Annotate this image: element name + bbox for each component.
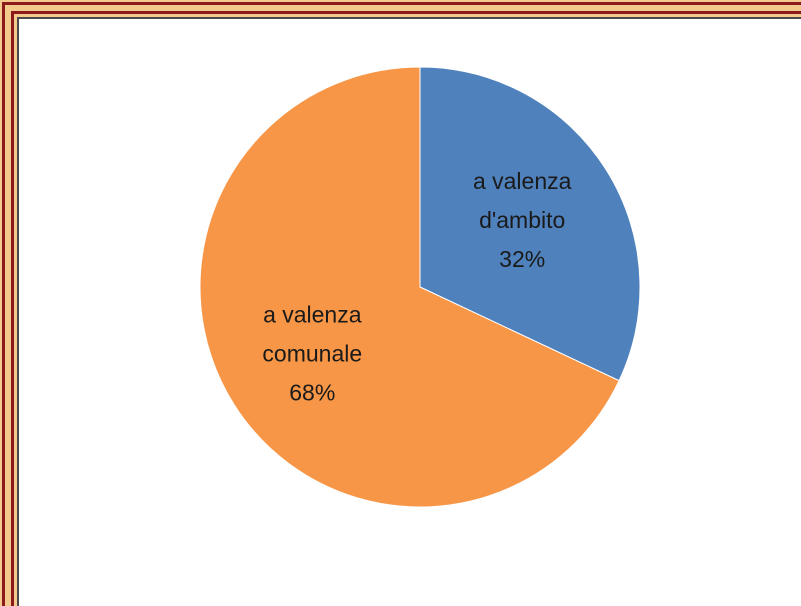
- pie-data-label-1-line-2: d'ambito: [479, 207, 565, 233]
- pie-data-label-2-line-2: comunale: [262, 340, 362, 366]
- pie-data-label-1-line-1: a valenza: [473, 168, 572, 194]
- pie-data-labels: a valenza d'ambito 32% a valenza comunale 68%: [262, 168, 571, 405]
- pie-slices: [199, 66, 641, 508]
- pie-data-label-2: a valenza comunale 68%: [262, 301, 362, 405]
- pie-data-label-2-line-3: 68%: [289, 379, 335, 405]
- pie-data-label-1: a valenza d'ambito 32%: [473, 168, 572, 272]
- pie-slice-2: [199, 66, 620, 508]
- pie-slice-1: [419, 66, 641, 382]
- pie-data-label-1-line-3: 32%: [499, 246, 545, 272]
- frame-inner-border: [11, 11, 801, 606]
- pie-data-label-2-line-1: a valenza: [263, 301, 362, 327]
